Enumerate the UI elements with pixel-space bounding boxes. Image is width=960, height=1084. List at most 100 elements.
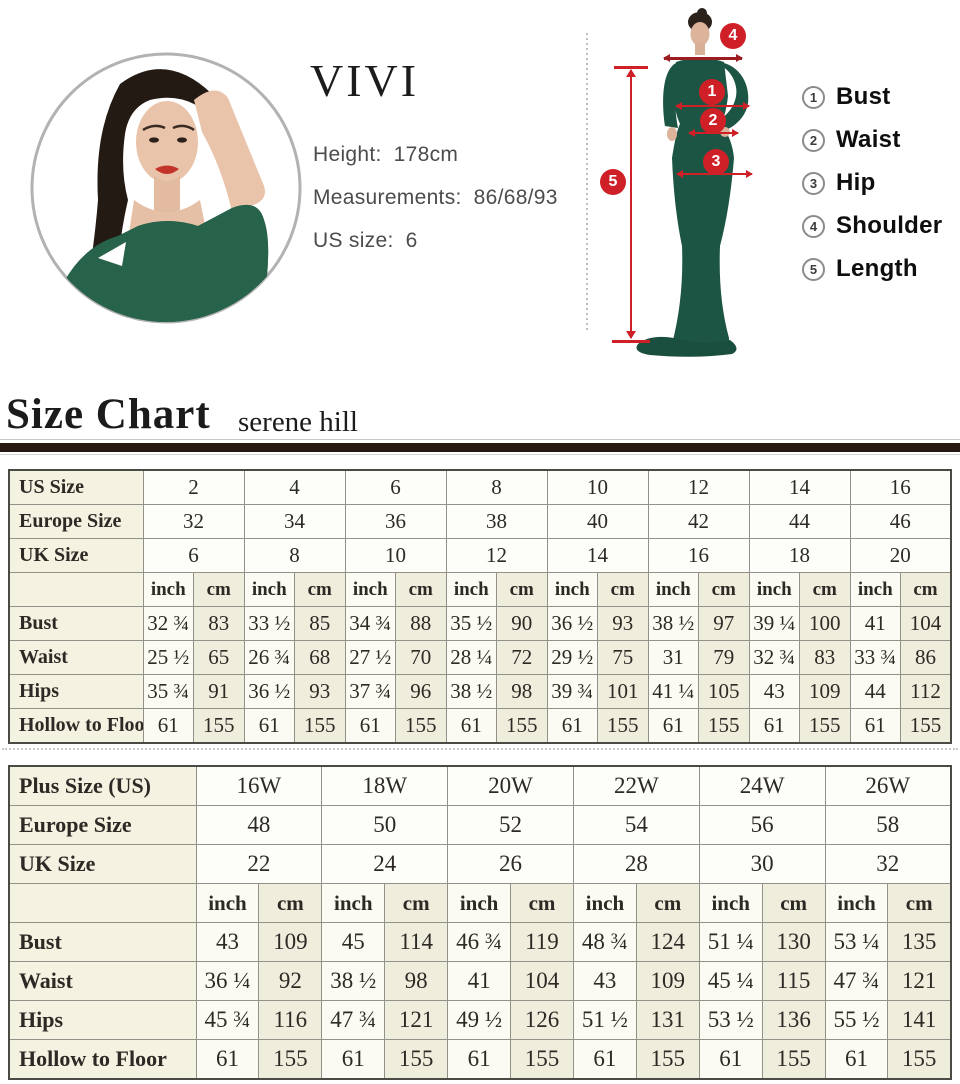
measurements-label: Measurements: xyxy=(313,186,462,209)
measurements-line: Measurements: 86/68/93 xyxy=(313,186,558,210)
cm-value: 101 xyxy=(597,674,649,709)
inch-value: 35 ½ xyxy=(445,606,497,641)
inch-value: 26 ¾ xyxy=(243,640,295,675)
unit-cm-label: cm xyxy=(887,883,952,923)
marker-bust: 1 xyxy=(699,79,725,105)
cm-value: 114 xyxy=(384,922,449,962)
size-row: UK Size 6 8 10 12 14 16 18 20 xyxy=(8,538,952,573)
size-value: 8 xyxy=(243,538,346,573)
inch-value: 25 ½ xyxy=(142,640,194,675)
cm-value: 155 xyxy=(597,708,649,744)
unit-cm-label: cm xyxy=(635,883,700,923)
marker-length: 5 xyxy=(600,169,626,195)
inch-value: 43 xyxy=(195,922,260,962)
cm-value: 83 xyxy=(193,606,245,641)
inch-value: 48 ¾ xyxy=(572,922,637,962)
inch-value: 61 xyxy=(344,708,396,744)
cm-value: 155 xyxy=(496,708,548,744)
legend-item-shoulder: 4 Shoulder xyxy=(802,212,943,239)
cm-value: 93 xyxy=(294,674,346,709)
cm-value: 155 xyxy=(193,708,245,744)
unit-inch-label: inch xyxy=(344,572,396,607)
inch-value: 61 xyxy=(142,708,194,744)
inch-value: 36 ¼ xyxy=(195,961,260,1001)
legend-label-length: Length xyxy=(836,255,918,282)
size-value: 30 xyxy=(698,844,826,884)
size-system-label: Europe Size xyxy=(8,805,197,845)
cm-value: 115 xyxy=(761,961,826,1001)
size-value: 14 xyxy=(546,538,649,573)
model-photo xyxy=(30,52,302,324)
legend-label-shoulder: Shoulder xyxy=(836,212,943,239)
marker-waist: 2 xyxy=(700,108,726,134)
size-value: 44 xyxy=(748,504,851,539)
cm-value: 124 xyxy=(635,922,700,962)
cm-value: 121 xyxy=(887,961,952,1001)
divider-thin-line-top xyxy=(0,439,960,440)
unit-inch-label: inch xyxy=(849,572,901,607)
length-line-top-bar xyxy=(614,66,648,69)
cm-value: 155 xyxy=(698,708,750,744)
unit-cm-label: cm xyxy=(294,572,346,607)
inch-value: 41 ¼ xyxy=(647,674,699,709)
cm-value: 96 xyxy=(395,674,447,709)
size-value: 22W xyxy=(572,765,700,806)
measurement-label: Hips xyxy=(8,1000,197,1040)
standard-size-table: US Size 2 4 6 8 10 12 14 16 Europe Size 32 34 36 38 40… xyxy=(8,469,952,744)
cm-value: 91 xyxy=(193,674,245,709)
inch-value: 46 ¾ xyxy=(447,922,512,962)
size-value: 12 xyxy=(445,538,548,573)
unit-cm-label: cm xyxy=(496,572,548,607)
marker-shoulder: 4 xyxy=(720,23,746,49)
cm-value: 70 xyxy=(395,640,447,675)
size-system-label: US Size xyxy=(8,469,144,505)
unit-inch-label: inch xyxy=(748,572,800,607)
cm-value: 98 xyxy=(384,961,449,1001)
dotted-separator xyxy=(2,748,958,750)
us-size-line: US size: 6 xyxy=(313,229,418,253)
unit-cm-label: cm xyxy=(761,883,826,923)
measurement-row: Hollow to Floor 61 155 61 155 61 155 61 155 61 155… xyxy=(8,708,952,744)
unit-inch-label: inch xyxy=(321,883,386,923)
inch-value: 61 xyxy=(698,1039,763,1080)
inch-value: 35 ¾ xyxy=(142,674,194,709)
size-value: 8 xyxy=(445,469,548,505)
cm-value: 135 xyxy=(887,922,952,962)
legend-item-hip: 3 Hip xyxy=(802,169,942,196)
size-value: 20 xyxy=(849,538,952,573)
size-value: 16W xyxy=(195,765,323,806)
size-value: 24W xyxy=(698,765,826,806)
inch-value: 29 ½ xyxy=(546,640,598,675)
size-value: 50 xyxy=(321,805,449,845)
cm-value: 65 xyxy=(193,640,245,675)
inch-value: 41 xyxy=(447,961,512,1001)
inch-value: 34 ¾ xyxy=(344,606,396,641)
size-value: 38 xyxy=(445,504,548,539)
measurement-row: Waist 25 ½ 65 26 ¾ 68 27 ½ 70 28 ¼ 72 29 ½ 75 31 79 3… xyxy=(8,640,952,675)
cm-value: 86 xyxy=(900,640,952,675)
cm-value: 85 xyxy=(294,606,346,641)
cm-value: 93 xyxy=(597,606,649,641)
cm-value: 104 xyxy=(900,606,952,641)
measurement-label: Waist xyxy=(8,961,197,1001)
measurement-label: Hollow to Floor xyxy=(8,1039,197,1080)
unit-inch-label: inch xyxy=(142,572,194,607)
size-value: 20W xyxy=(447,765,574,806)
inch-value: 38 ½ xyxy=(321,961,386,1001)
size-value: 40 xyxy=(546,504,649,539)
size-value: 2 xyxy=(142,469,245,505)
inch-value: 61 xyxy=(445,708,497,744)
cm-value: 88 xyxy=(395,606,447,641)
inch-value: 61 xyxy=(824,1039,889,1080)
size-value: 56 xyxy=(698,805,826,845)
size-value: 4 xyxy=(243,469,346,505)
legend-label-bust: Bust xyxy=(836,83,891,110)
cm-value: 116 xyxy=(258,1000,323,1040)
legend-label-waist: Waist xyxy=(836,126,901,153)
cm-value: 136 xyxy=(761,1000,826,1040)
legend-num-2: 2 xyxy=(802,128,825,152)
cm-value: 155 xyxy=(510,1039,574,1080)
inch-value: 53 ½ xyxy=(698,1000,763,1040)
measurement-row: Waist 36 ¼ 92 38 ½ 98 41 104 43 109 45 ¼ 115 47 ¾ 12… xyxy=(8,961,952,1001)
cm-value: 97 xyxy=(698,606,750,641)
